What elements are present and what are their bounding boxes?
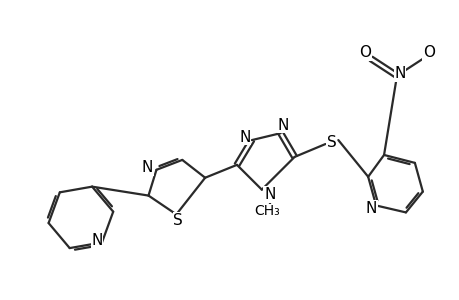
Text: S: S (173, 213, 183, 228)
Text: S: S (326, 135, 336, 150)
Text: N: N (263, 187, 275, 202)
Text: N: N (141, 160, 153, 175)
Text: N: N (393, 66, 405, 81)
Text: CH₃: CH₃ (253, 204, 279, 218)
Text: N: N (239, 130, 250, 145)
Text: N: N (91, 233, 102, 248)
Text: N: N (277, 118, 289, 133)
Text: O: O (358, 45, 370, 60)
Text: N: N (364, 201, 376, 216)
Text: O: O (422, 45, 434, 60)
